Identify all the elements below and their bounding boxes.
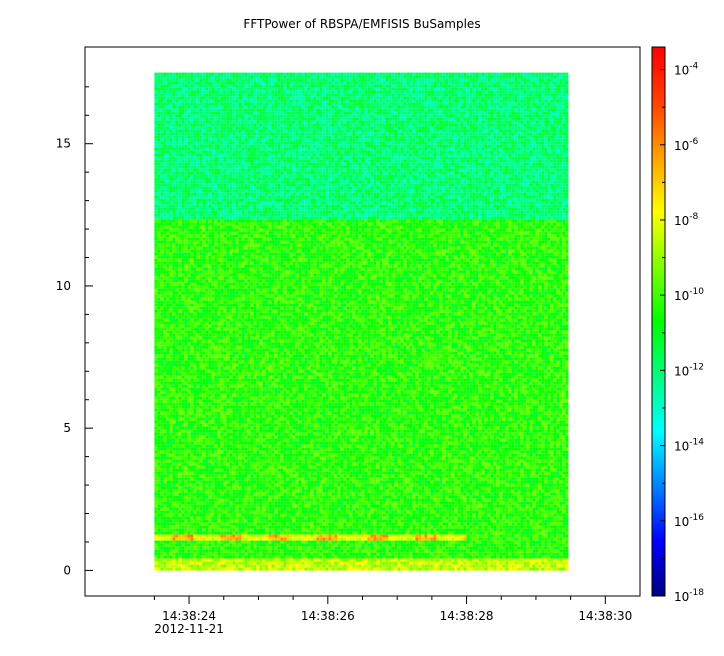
colorbar-tick-label: 10-14 bbox=[674, 438, 704, 454]
colorbar-tick-label: 10-4 bbox=[674, 62, 699, 78]
colorbar-tick-label: 10-10 bbox=[674, 287, 704, 303]
x-tick-label: 14:38:30 bbox=[578, 609, 632, 623]
colorbar-tick-label: 10-8 bbox=[674, 212, 699, 228]
x-date-label: 2012-11-21 bbox=[154, 622, 224, 636]
y-tick-label: 5 bbox=[63, 421, 71, 435]
colorbar-tick-label: 10-12 bbox=[674, 362, 704, 378]
colorbar-tick-label: 10-6 bbox=[674, 137, 699, 153]
y-tick-label: 0 bbox=[63, 563, 71, 577]
x-tick-label: 14:38:26 bbox=[301, 609, 355, 623]
spectrogram-image bbox=[154, 73, 568, 571]
y-tick-label: 10 bbox=[56, 279, 71, 293]
x-tick-label: 14:38:24 bbox=[162, 609, 216, 623]
x-tick-label: 14:38:28 bbox=[440, 609, 494, 623]
colorbar: 10-4 10-6 10-8 10-10 10-12 10-14 10-16 10-18 bbox=[652, 47, 704, 604]
colorbar-tick-label: 10-16 bbox=[674, 513, 704, 529]
y-tick-label: 15 bbox=[56, 137, 71, 151]
colorbar-tick-label: 10-18 bbox=[674, 588, 704, 604]
colorbar-gradient bbox=[652, 47, 665, 596]
